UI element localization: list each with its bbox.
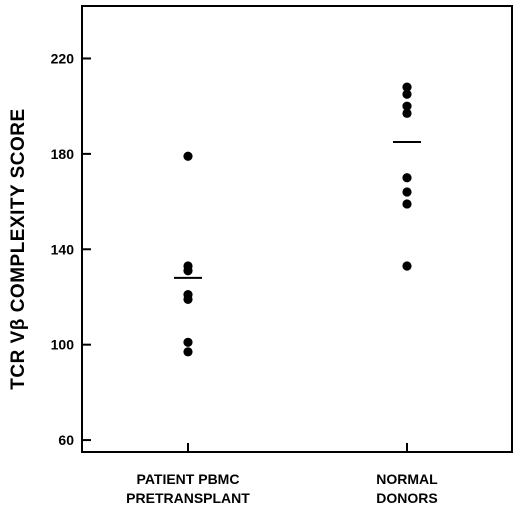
data-point: [183, 151, 193, 161]
data-point: [402, 108, 412, 118]
data-point: [402, 261, 412, 271]
y-axis-title-group: TCR Vβ COMPLEXITY SCORE: [8, 108, 29, 389]
mean-lines: [174, 140, 421, 279]
category-label: PRETRANSPLANT: [126, 490, 250, 506]
y-tick-label: 180: [51, 146, 75, 162]
category-label: DONORS: [376, 490, 437, 506]
data-point: [183, 347, 193, 357]
data-point: [183, 337, 193, 347]
category-label: PATIENT PBMC: [137, 471, 240, 487]
plot-frame: [81, 5, 513, 453]
data-points: [183, 82, 412, 357]
data-point: [402, 199, 412, 209]
data-point: [402, 82, 412, 92]
data-point: [402, 173, 412, 183]
data-point: [183, 294, 193, 304]
y-axis-ticks: 60 100 140 180 220: [51, 50, 91, 448]
data-point: [402, 187, 412, 197]
y-tick-label: 100: [51, 337, 75, 353]
data-point: [402, 89, 412, 99]
x-axis-categories: PATIENT PBMC PRETRANSPLANT NORMAL DONORS: [126, 443, 438, 506]
data-point: [183, 266, 193, 276]
category-label: NORMAL: [376, 471, 438, 487]
y-axis-title: TCR Vβ COMPLEXITY SCORE: [8, 108, 29, 389]
y-tick-label: 140: [51, 241, 75, 257]
y-tick-label: 220: [51, 50, 75, 66]
data-point: [402, 101, 412, 111]
y-tick-label: 60: [58, 432, 74, 448]
